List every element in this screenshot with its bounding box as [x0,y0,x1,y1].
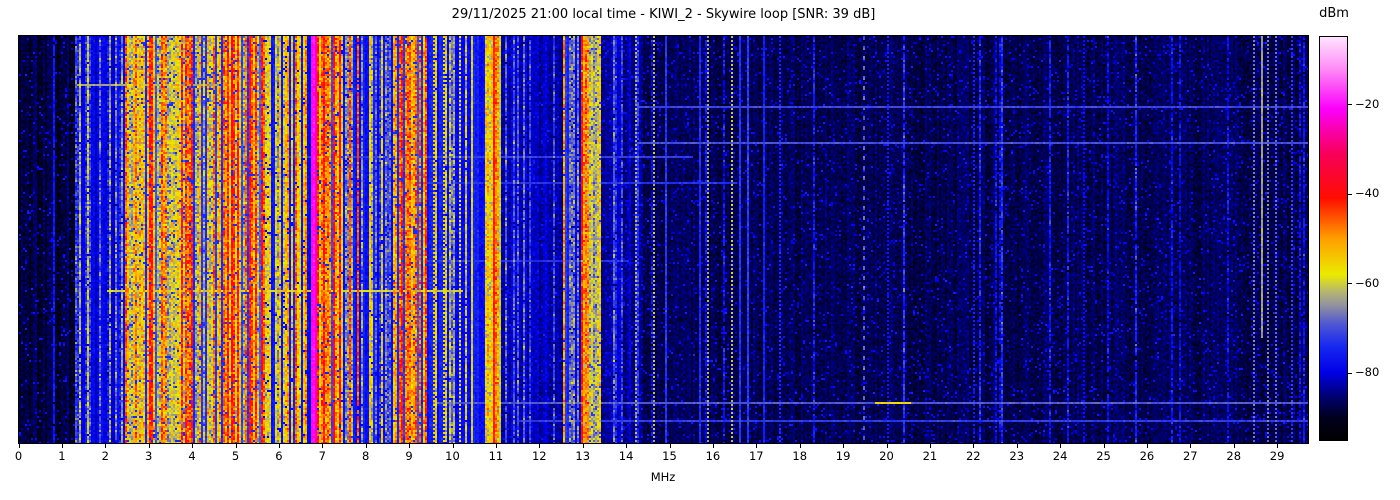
x-tick [756,444,758,448]
x-tick [1233,444,1235,448]
chart-title: 29/11/2025 21:00 local time - KIWI_2 - S… [451,7,876,22]
x-tick-label: 16 [705,449,721,463]
colorbar-tick [1348,373,1352,374]
x-tick [973,444,975,448]
x-tick-label: 3 [145,449,153,463]
x-tick [235,444,237,448]
x-tick [365,444,367,448]
x-tick [1190,444,1192,448]
x-tick-label: 6 [275,449,283,463]
x-tick-label: 26 [1139,449,1155,463]
x-tick-label: 20 [879,449,894,463]
x-tick [1277,444,1279,448]
waterfall-canvas [19,36,1308,443]
x-tick-label: 5 [231,449,240,463]
x-tick [278,444,280,448]
x-tick [105,444,107,448]
colorbar [1319,36,1348,441]
colorbar-tick [1348,104,1352,105]
x-tick [539,444,541,448]
x-tick [843,444,845,448]
x-tick [322,444,324,448]
waterfall-plot [18,35,1309,444]
x-tick [669,444,671,448]
x-tick [61,444,63,448]
x-tick-label: 27 [1182,449,1198,463]
x-tick [582,444,584,448]
x-tick-label: 14 [618,449,634,463]
x-tick-label: 9 [405,449,413,463]
x-tick [886,444,888,448]
x-tick-label: 29 [1269,449,1285,463]
x-tick [192,444,194,448]
x-tick-label: 15 [662,449,677,463]
x-tick [712,444,714,448]
x-tick-label: 0 [14,449,23,463]
x-tick [1016,444,1018,448]
x-tick-label: 11 [488,449,504,463]
colorbar-tick [1348,283,1352,284]
x-tick [799,444,801,448]
colorbar-tick-label: −80 [1355,365,1380,379]
x-tick-label: 10 [445,449,460,463]
colorbar-tick-label: −20 [1355,97,1380,111]
x-tick-label: 1 [58,449,66,463]
x-tick-label: 24 [1052,449,1068,463]
x-tick [409,444,411,448]
x-tick [148,444,150,448]
colorbar-tick [1348,194,1352,195]
x-tick [1146,444,1148,448]
x-tick-label: 23 [1009,449,1025,463]
colorbar-gradient [1320,37,1347,440]
x-tick [18,444,20,448]
x-tick [452,444,454,448]
colorbar-title: dBm [1319,6,1349,21]
x-tick [1103,444,1105,448]
x-tick-label: 28 [1226,449,1242,463]
x-tick-label: 4 [188,449,196,463]
x-tick-label: 2 [101,449,109,463]
x-tick-label: 21 [922,449,938,463]
x-tick [495,444,497,448]
x-tick-label: 17 [748,449,764,463]
x-tick-label: 12 [531,449,547,463]
x-tick-label: 18 [792,449,808,463]
colorbar-tick-label: −60 [1355,276,1380,290]
x-tick [929,444,931,448]
x-tick [626,444,628,448]
colorbar-tick-label: −40 [1355,186,1380,200]
x-tick-label: 25 [1096,449,1111,463]
x-tick-label: 7 [318,449,326,463]
x-tick-label: 8 [362,449,370,463]
x-tick-label: 13 [575,449,591,463]
x-tick-label: 22 [965,449,981,463]
x-tick-label: 19 [835,449,851,463]
x-tick [1060,444,1062,448]
x-axis-unit-label: MHz [650,470,676,484]
